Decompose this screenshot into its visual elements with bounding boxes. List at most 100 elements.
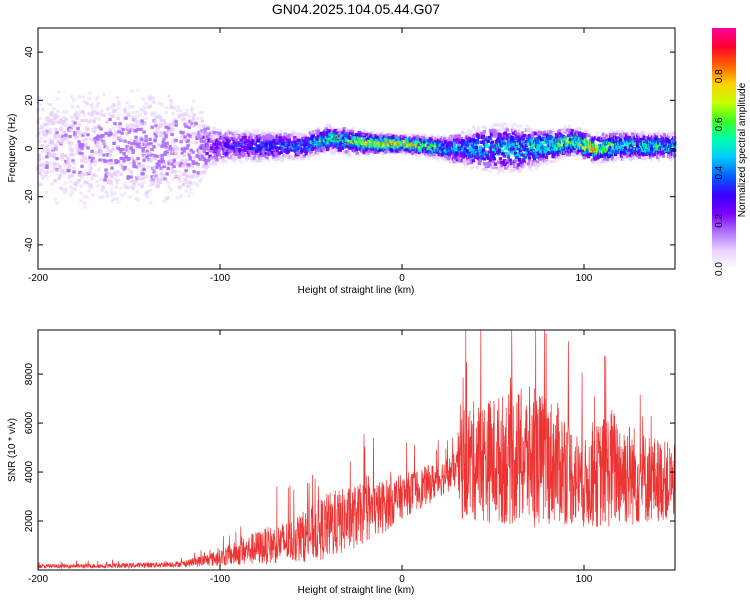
spectrogram-cell <box>611 146 616 150</box>
spectrogram-cell <box>187 194 191 198</box>
spectrogram-cell <box>550 145 555 149</box>
spectrogram-cell <box>252 161 256 166</box>
spectrogram-cell <box>129 97 133 101</box>
spectrogram-cell <box>197 107 201 111</box>
spectrogram-cell <box>131 126 135 130</box>
spectrogram-cell <box>120 95 124 99</box>
spectrogram-cell <box>149 144 153 148</box>
spectrogram-cell <box>436 143 441 147</box>
spectrogram-cell <box>196 155 200 159</box>
spectrogram-cell <box>397 138 402 142</box>
spectrogram-cell <box>490 146 495 150</box>
spectrogram-cell <box>256 131 260 135</box>
spectrogram-cell <box>446 148 451 152</box>
spectrogram-cell <box>342 127 347 131</box>
spectrogram-cell <box>212 126 216 130</box>
spectrogram-cell <box>88 155 92 159</box>
spectrogram-cell <box>175 196 179 200</box>
spectrogram-cell <box>527 141 532 145</box>
spectrogram-cell <box>130 200 134 205</box>
spectrogram-cell <box>166 195 170 200</box>
spectrogram-cell <box>350 131 355 135</box>
spectrogram-cell <box>544 158 549 163</box>
spectrogram-cell <box>56 139 60 143</box>
spectrogram-cell <box>527 151 532 155</box>
spectrogram-cell <box>168 107 172 112</box>
spectrogram-cell <box>140 168 144 173</box>
spectrogram-cell <box>84 95 88 99</box>
spectrogram-cell <box>429 150 434 154</box>
spectrogram-cell <box>202 184 206 188</box>
spectrogram-cell <box>97 146 101 150</box>
spectrogram-cell <box>75 135 79 139</box>
spectrogram-cell <box>516 132 521 136</box>
spectrogram-cell <box>400 134 405 138</box>
spectrogram-cell <box>195 104 199 109</box>
spectrogram-cell <box>414 153 419 157</box>
spectrogram-cell <box>605 147 610 152</box>
spectrogram-cell <box>563 125 568 129</box>
spectrogram-cell <box>513 153 518 158</box>
spectrogram-cell <box>81 197 85 201</box>
spectrogram-cell <box>477 160 482 164</box>
spectrogram-cell <box>630 154 635 158</box>
spectrogram-cell <box>70 95 74 99</box>
spectrogram-cell <box>91 106 95 110</box>
spectrogram-cell <box>45 151 49 155</box>
spectrogram-cell <box>52 154 56 158</box>
spectrogram-cell <box>89 166 93 171</box>
spectrogram-cell <box>589 152 594 157</box>
spectrogram-cell <box>188 180 192 184</box>
spectrogram-cell <box>140 182 144 186</box>
spectrogram-cell <box>225 147 229 152</box>
spectrogram-cell <box>631 142 636 146</box>
spectrogram-cell <box>78 123 82 127</box>
spectrogram-cell <box>271 140 275 144</box>
spectrogram-cell <box>113 172 117 177</box>
spectrogram-cell <box>167 185 171 189</box>
spectrogram-cell <box>572 149 577 153</box>
spectrogram-cell <box>205 144 209 148</box>
spectrogram-cell <box>53 136 57 140</box>
spectrogram-cell <box>104 174 108 179</box>
spectrogram-cell <box>464 132 469 136</box>
spectrogram-cell <box>361 140 366 144</box>
spectrogram-cell <box>135 125 139 129</box>
spectrogram-cell <box>264 125 268 129</box>
spectrogram-cell <box>227 145 231 149</box>
spectrogram-cell <box>112 103 116 107</box>
spectrogram-cell <box>73 212 77 216</box>
spectrogram-cell <box>492 165 497 169</box>
spectrogram-cell <box>523 162 528 166</box>
spectrogram-cell <box>434 146 439 151</box>
spectrogram-cell <box>486 156 491 160</box>
spectrogram-cell <box>454 154 459 158</box>
spectrogram-cell <box>88 211 92 215</box>
spectrogram-cell <box>147 153 151 157</box>
spectrogram-cell <box>496 123 501 127</box>
spectrogram-cell <box>203 169 207 173</box>
spectrogram-cell <box>495 132 500 136</box>
spectrogram-cell <box>520 131 525 135</box>
spectrogram-cell <box>297 138 301 142</box>
spectrogram-cell <box>224 160 228 164</box>
spectrogram-cell <box>70 174 74 178</box>
spectrogram-cell <box>98 96 102 100</box>
spectrogram-cell <box>79 83 83 88</box>
spectrogram-cell <box>551 131 556 136</box>
spectrogram-cell <box>174 120 178 124</box>
spectrogram-cell <box>103 178 107 182</box>
spectrogram-cell <box>130 89 134 93</box>
spectrogram-cell <box>179 194 183 199</box>
spectrogram-cell <box>600 159 605 163</box>
spectrogram-cell <box>477 122 482 127</box>
spectrogram-cell <box>261 145 265 150</box>
spectrogram-cell <box>374 135 379 139</box>
spectrogram-cell <box>74 92 78 96</box>
spectrogram-cell <box>240 154 244 158</box>
spectrogram-cell <box>130 123 134 127</box>
spectrogram-cell <box>511 142 516 146</box>
spectrogram-cell <box>423 135 428 139</box>
spectrogram-cell <box>124 210 128 214</box>
spectrogram-cell <box>269 161 273 165</box>
